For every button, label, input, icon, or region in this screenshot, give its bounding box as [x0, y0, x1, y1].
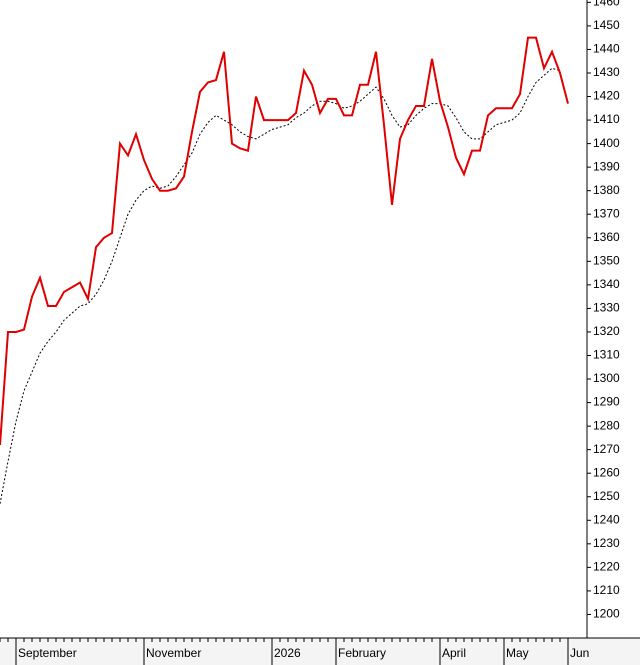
y-tick-label: 1240	[593, 512, 620, 526]
y-tick-label: 1310	[593, 348, 620, 362]
y-tick-label: 1360	[593, 230, 620, 244]
y-tick-label: 1450	[593, 18, 620, 32]
y-tick-label: 1280	[593, 418, 620, 432]
y-tick-label: 1210	[593, 583, 620, 597]
y-tick-label: 1460	[593, 0, 620, 9]
price-line	[0, 67, 561, 504]
x-tick-label: February	[338, 646, 386, 660]
y-tick-label: 1290	[593, 395, 620, 409]
price-line	[0, 36, 569, 446]
y-tick-label: 1420	[593, 89, 620, 103]
x-tick-label: November	[146, 646, 201, 660]
x-tick-label: September	[18, 646, 77, 660]
y-tick-label: 1230	[593, 536, 620, 550]
x-tick-label: Jun	[570, 646, 589, 660]
y-tick-label: 1320	[593, 324, 620, 338]
x-tick-label: 2026	[274, 646, 301, 660]
x-tick-label: April	[442, 646, 466, 660]
y-tick-label: 1250	[593, 489, 620, 503]
y-tick-label: 1400	[593, 136, 620, 150]
y-tick-label: 1390	[593, 159, 620, 173]
y-tick-label: 1370	[593, 206, 620, 220]
y-tick-label: 1200	[593, 607, 620, 621]
y-tick-label: 1350	[593, 253, 620, 267]
y-tick-label: 1270	[593, 442, 620, 456]
x-tick-label: May	[506, 646, 529, 660]
y-tick-label: 1380	[593, 183, 620, 197]
y-tick-label: 1330	[593, 301, 620, 315]
y-tick-label: 1340	[593, 277, 620, 291]
x-axis-strip	[0, 638, 640, 665]
y-tick-label: 1260	[593, 465, 620, 479]
y-tick-label: 1430	[593, 65, 620, 79]
y-tick-label: 1220	[593, 560, 620, 574]
y-tick-label: 1440	[593, 42, 620, 56]
y-tick-label: 1410	[593, 112, 620, 126]
y-tick-label: 1300	[593, 371, 620, 385]
